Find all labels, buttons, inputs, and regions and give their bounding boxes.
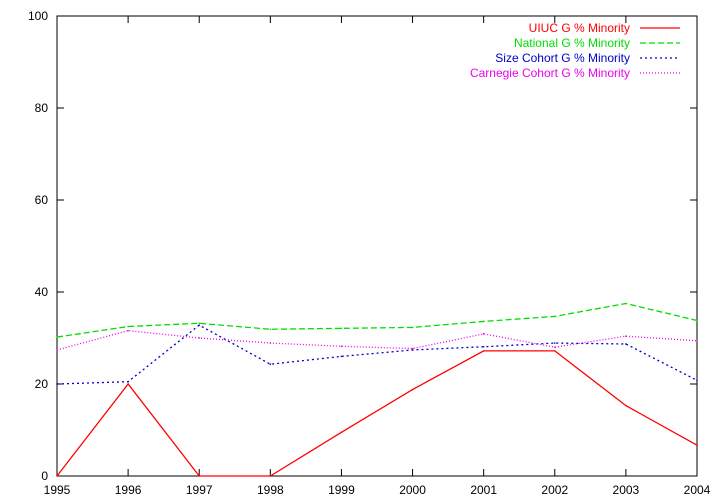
x-tick-label: 1996 xyxy=(115,483,142,497)
legend-label: National G % Minority xyxy=(514,36,630,50)
series-line-3 xyxy=(56,324,698,385)
data-point xyxy=(482,345,485,348)
data-point xyxy=(340,355,343,358)
data-point xyxy=(482,333,485,335)
data-point xyxy=(553,342,556,344)
x-tick-label: 1997 xyxy=(186,483,213,497)
data-point xyxy=(553,315,556,318)
data-point xyxy=(696,339,698,342)
series-line-1 xyxy=(56,350,698,477)
data-point xyxy=(553,350,556,352)
data-point xyxy=(696,444,698,446)
data-point xyxy=(411,388,414,391)
plot-frame xyxy=(56,15,698,477)
data-point xyxy=(269,328,272,331)
y-tick-label: 100 xyxy=(28,9,48,23)
data-point xyxy=(198,337,201,339)
data-point xyxy=(625,404,627,407)
data-point xyxy=(340,345,343,348)
y-tick-label: 0 xyxy=(41,469,48,483)
data-point xyxy=(340,431,343,434)
data-point xyxy=(269,475,272,477)
data-point xyxy=(411,347,414,350)
data-point xyxy=(198,475,201,477)
x-tick-label: 1998 xyxy=(257,483,284,497)
data-point xyxy=(269,342,272,344)
series-line-2 xyxy=(56,302,698,338)
x-tick-label: 2003 xyxy=(613,483,640,497)
data-point xyxy=(56,349,58,351)
data-point xyxy=(198,324,201,326)
data-point xyxy=(411,326,414,329)
legend-label: Carnegie Cohort G % Minority xyxy=(470,66,630,80)
legend-label: Size Cohort G % Minority xyxy=(495,51,630,65)
y-tick-label: 20 xyxy=(35,377,49,391)
data-point xyxy=(696,319,698,322)
legend-label: UIUC G % Minority xyxy=(529,21,630,35)
data-point xyxy=(56,475,58,477)
x-tick-label: 2002 xyxy=(541,483,568,497)
data-point xyxy=(269,363,272,366)
data-point xyxy=(56,383,58,385)
data-point xyxy=(625,302,627,305)
data-point xyxy=(56,336,58,338)
data-point xyxy=(482,320,485,323)
data-point xyxy=(625,335,627,337)
axis-ticks: 0 20 40 60 80 100 1995 1996 1997 1998 1999 2000 2001… xyxy=(28,9,711,497)
x-tick-label: 1995 xyxy=(44,483,71,497)
data-point xyxy=(482,350,485,352)
data-point xyxy=(625,343,627,345)
data-point xyxy=(696,379,698,382)
data-point xyxy=(127,383,129,385)
data-point xyxy=(411,349,414,351)
data-point xyxy=(198,322,201,325)
series-lines xyxy=(56,302,698,477)
x-tick-label: 2000 xyxy=(399,483,426,497)
data-point xyxy=(127,329,129,332)
data-point xyxy=(127,380,129,383)
x-tick-label: 2001 xyxy=(470,483,497,497)
data-point xyxy=(340,327,343,330)
data-point xyxy=(553,346,556,349)
y-tick-label: 80 xyxy=(35,101,49,115)
x-tick-label: 2004 xyxy=(684,483,711,497)
series-line-4 xyxy=(56,329,698,351)
y-tick-label: 60 xyxy=(35,193,49,207)
x-tick-label: 1999 xyxy=(328,483,355,497)
data-point xyxy=(127,325,129,328)
y-tick-label: 40 xyxy=(35,285,49,299)
